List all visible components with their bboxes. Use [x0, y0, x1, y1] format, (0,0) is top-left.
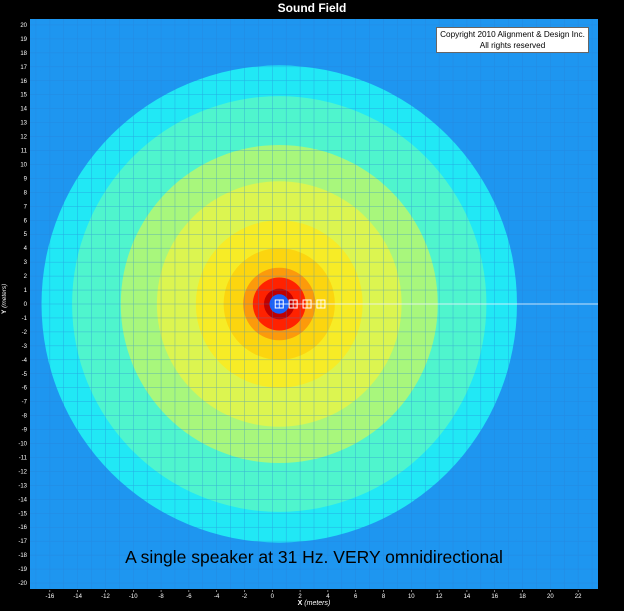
y-tick-label: -9: [22, 428, 28, 434]
copyright-line-1: Copyright 2010 Alignment & Design Inc.: [440, 30, 585, 39]
y-tick-label: 10: [20, 162, 27, 168]
y-tick-label: 17: [20, 65, 27, 71]
y-tick-label: -13: [18, 483, 27, 489]
y-tick-label: 2: [24, 274, 28, 280]
copyright-box: Copyright 2010 Alignment & Design Inc. A…: [436, 27, 589, 53]
y-tick-label: 18: [20, 51, 27, 57]
y-tick-label: -8: [22, 414, 28, 420]
chart-title: Sound Field: [277, 1, 347, 15]
y-tick-label: -10: [18, 442, 27, 448]
y-tick-label: -4: [22, 358, 28, 364]
y-tick-label: 3: [24, 260, 28, 266]
y-tick-label: 4: [24, 246, 28, 252]
copyright-line-2: All rights reserved: [479, 41, 546, 50]
x-axis-name: X: [297, 600, 303, 607]
y-tick-label: 19: [20, 37, 27, 43]
y-tick-label: -7: [22, 400, 28, 406]
y-tick-label: 7: [24, 204, 28, 210]
y-tick-label: -20: [18, 581, 27, 587]
y-tick-label: -17: [18, 539, 27, 545]
y-tick-label: -5: [22, 372, 28, 378]
y-tick-label: -1: [22, 316, 28, 322]
y-tick-label: 0: [24, 302, 28, 308]
y-tick-label: 12: [20, 135, 27, 141]
y-tick-label: 9: [24, 176, 28, 182]
y-axis-name: Y: [1, 309, 8, 314]
heatmap-layer: [29, 18, 599, 590]
y-tick-label: 13: [20, 121, 27, 127]
plot-area: [29, 18, 599, 590]
y-tick-label: -19: [18, 567, 27, 573]
y-tick-label: -2: [22, 330, 28, 336]
caption-text: A single speaker at 31 Hz. VERY omnidire…: [125, 547, 503, 567]
y-tick-label: 15: [20, 93, 27, 99]
y-tick-label: 5: [24, 232, 28, 238]
y-tick-label: 8: [24, 190, 28, 196]
y-tick-label: -14: [18, 497, 27, 503]
y-axis-label: Y (meters): [1, 284, 15, 314]
plot-border: [29, 18, 599, 590]
x-axis-label: X (meters): [29, 600, 599, 607]
y-tick-label: -6: [22, 386, 28, 392]
y-tick-label: -11: [19, 455, 28, 461]
y-tick-label: -16: [18, 525, 27, 531]
y-tick-label: 16: [20, 79, 27, 85]
y-tick-label: 1: [24, 288, 28, 294]
y-tick-label: 6: [24, 218, 28, 224]
sound-field-plot: [29, 18, 599, 590]
y-tick-label: 11: [21, 149, 28, 155]
y-tick-label: 14: [20, 107, 27, 113]
x-axis-unit: (meters): [304, 600, 331, 607]
y-tick-label: -12: [18, 469, 27, 475]
y-tick-label: -15: [18, 511, 27, 517]
y-tick-label: -18: [18, 553, 27, 559]
y-tick-label: 20: [20, 23, 27, 29]
y-tick-label: -3: [22, 344, 28, 350]
y-axis-unit: (meters): [1, 283, 8, 308]
